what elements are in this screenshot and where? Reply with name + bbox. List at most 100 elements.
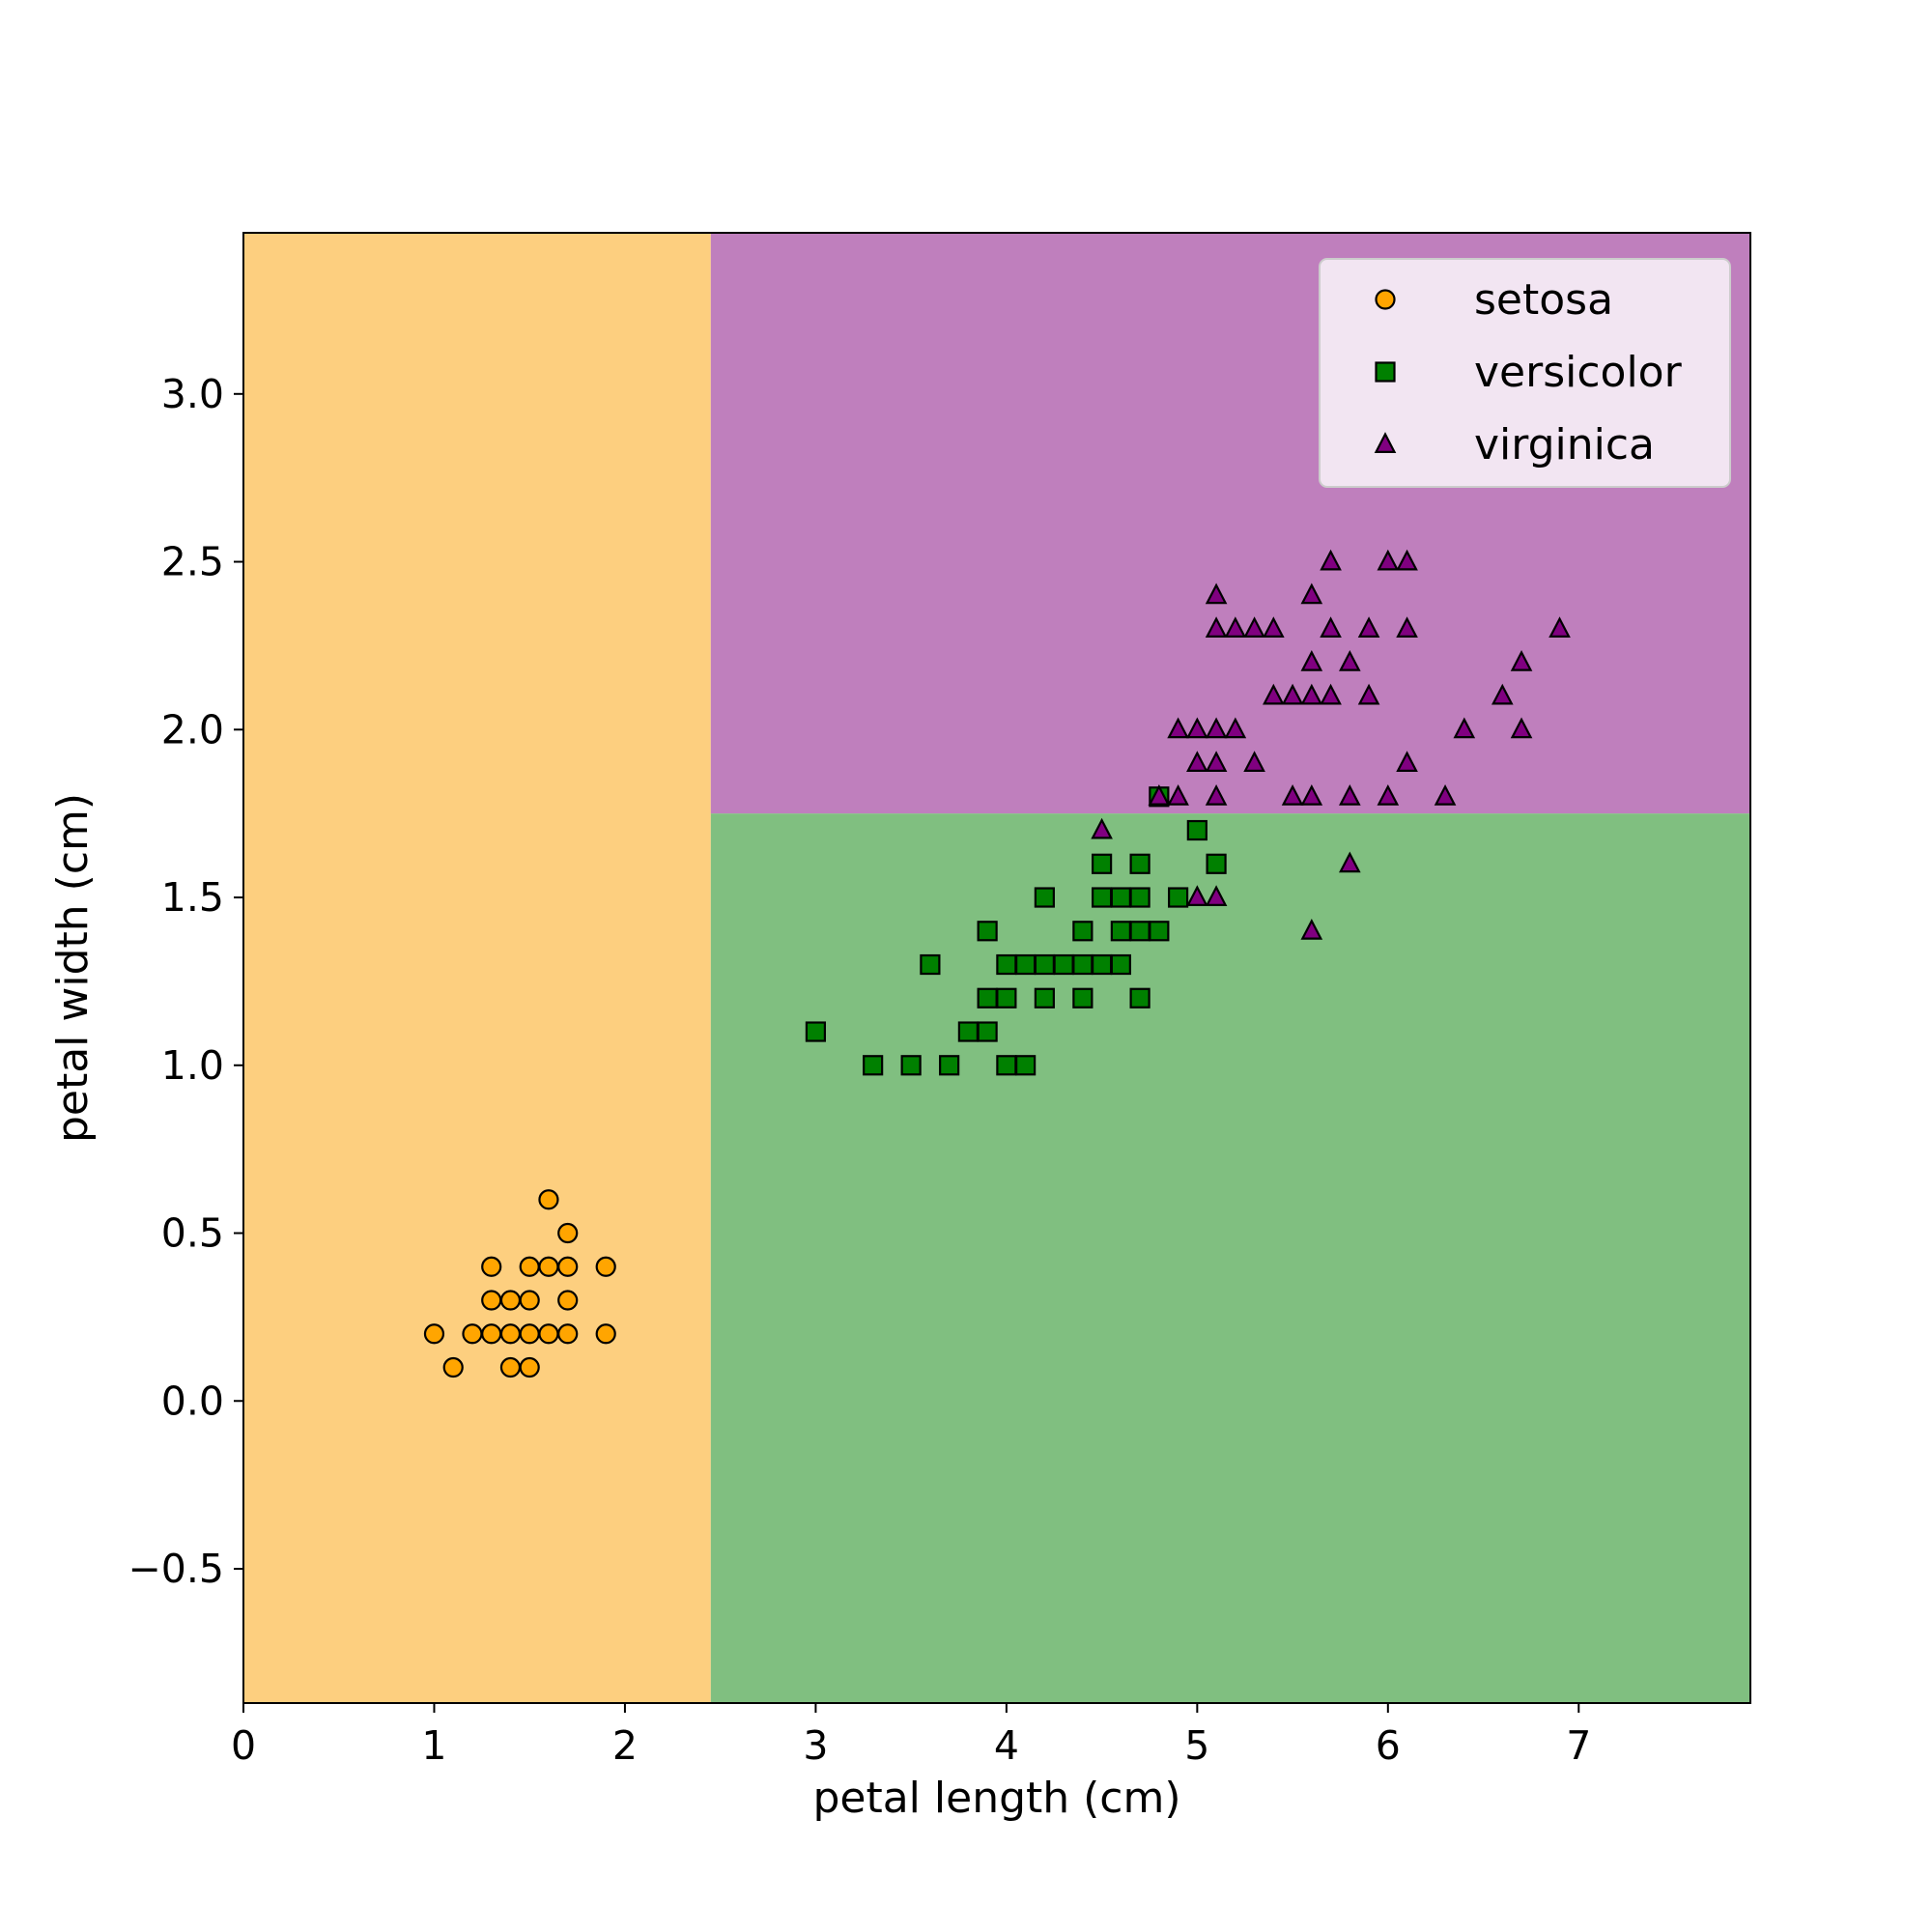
virginica-point (1205, 582, 1228, 605)
legend-label: setosa (1474, 275, 1613, 325)
virginica-point (1357, 683, 1380, 705)
virginica-point (1320, 616, 1342, 638)
virginica-point (1377, 783, 1400, 806)
versicolor-point (1129, 853, 1151, 874)
virginica-point (1396, 549, 1418, 571)
series-virginica (1091, 549, 1571, 940)
x-tick-label: 3 (803, 1722, 828, 1769)
versicolor-point (1110, 887, 1131, 908)
plot-frame (242, 232, 1751, 1704)
legend-label: versicolor (1474, 348, 1683, 397)
setosa-point (538, 1256, 559, 1277)
virginica-point (1300, 649, 1323, 671)
x-tick-label: 4 (994, 1722, 1019, 1769)
virginica-point (1339, 851, 1361, 873)
versicolor-point (1034, 987, 1055, 1009)
x-tick-label: 7 (1566, 1722, 1591, 1769)
setosa-point (595, 1323, 616, 1345)
virginica-point (1148, 783, 1171, 806)
setosa-point (499, 1290, 522, 1311)
legend: setosa versicolor virginica (1319, 258, 1731, 488)
versicolor-point (1149, 921, 1170, 942)
virginica-point (1205, 717, 1228, 739)
virginica-point (1205, 885, 1228, 906)
virginica-point (1396, 751, 1418, 772)
x-tick-label: 2 (612, 1722, 638, 1769)
virginica-point (1205, 751, 1228, 772)
virginica-point (1263, 616, 1285, 638)
versicolor-point (1072, 953, 1094, 976)
virginica-point (1091, 817, 1113, 839)
setosa-point (519, 1290, 540, 1311)
x-tick-label: 5 (1184, 1722, 1209, 1769)
setosa-point (423, 1323, 445, 1345)
virginica-point (1377, 549, 1400, 571)
setosa-point (538, 1189, 559, 1210)
legend-marker-versicolor (1375, 361, 1396, 383)
legend-box (1319, 258, 1731, 488)
series-setosa (423, 1189, 616, 1378)
setosa-point (442, 1356, 464, 1378)
legend-item-virginica: virginica (1374, 420, 1655, 469)
versicolor-point (1092, 953, 1113, 976)
virginica-point (1320, 683, 1342, 705)
versicolor-point (1129, 987, 1151, 1009)
versicolor-point (1072, 921, 1094, 942)
virginica-point (1205, 616, 1228, 638)
setosa-point (499, 1356, 522, 1378)
versicolor-point (1186, 819, 1208, 841)
y-tick-label: 1.0 (161, 1042, 224, 1089)
y-tick-label: −0.5 (128, 1546, 224, 1592)
virginica-point (1339, 649, 1361, 671)
setosa-point (595, 1256, 616, 1277)
virginica-point (1167, 783, 1189, 806)
virginica-point (1300, 918, 1323, 940)
x-tick-label: 6 (1376, 1722, 1401, 1769)
versicolor-point (939, 1055, 960, 1076)
legend-marker-virginica (1374, 432, 1397, 453)
virginica-point (1186, 717, 1208, 739)
versicolor-point (977, 987, 998, 1009)
virginica-point (1453, 717, 1476, 739)
versicolor-point (1110, 921, 1131, 942)
virginica-point (1205, 783, 1228, 806)
setosa-point (481, 1323, 502, 1345)
versicolor-point (996, 953, 1017, 976)
versicolor-point (1129, 887, 1151, 908)
virginica-point (1510, 649, 1533, 671)
y-axis-ticks: −0.5 0.0 0.5 1.0 1.5 2.0 2.5 3.0 (128, 371, 243, 1592)
setosa-point (481, 1290, 502, 1311)
virginica-point (1320, 549, 1342, 571)
virginica-point (1300, 683, 1323, 705)
x-axis-label: petal length (cm) (812, 1774, 1180, 1823)
versicolor-point (957, 1021, 979, 1042)
virginica-point (1396, 616, 1418, 638)
virginica-point (1510, 717, 1533, 739)
versicolor-point (1053, 953, 1074, 976)
versicolor-point (1092, 853, 1113, 874)
versicolor-point (863, 1055, 884, 1076)
data-points (423, 549, 1571, 1378)
virginica-point (1243, 616, 1265, 638)
versicolor-point (1092, 887, 1113, 908)
y-tick-label: 2.5 (161, 539, 224, 585)
legend-item-versicolor: versicolor (1375, 348, 1683, 397)
versicolor-point (1015, 1055, 1037, 1076)
virginica-point (1339, 783, 1361, 806)
virginica-point (1186, 751, 1208, 772)
setosa-point (519, 1256, 540, 1277)
setosa-point (519, 1356, 540, 1378)
versicolor-point (1034, 953, 1055, 976)
versicolor-point (1206, 853, 1227, 874)
versicolor-point (977, 1021, 998, 1042)
setosa-point (499, 1323, 522, 1345)
versicolor-point (805, 1021, 827, 1042)
versicolor-point (996, 1055, 1017, 1076)
virginica-point (1224, 616, 1247, 638)
versicolor-point (1129, 921, 1151, 942)
y-tick-label: 0.5 (161, 1210, 224, 1257)
x-axis-ticks: 0 1 2 3 4 5 6 7 (231, 1703, 1591, 1769)
setosa-point (538, 1323, 559, 1345)
setosa-point (557, 1290, 579, 1311)
virginica-point (1434, 783, 1457, 806)
